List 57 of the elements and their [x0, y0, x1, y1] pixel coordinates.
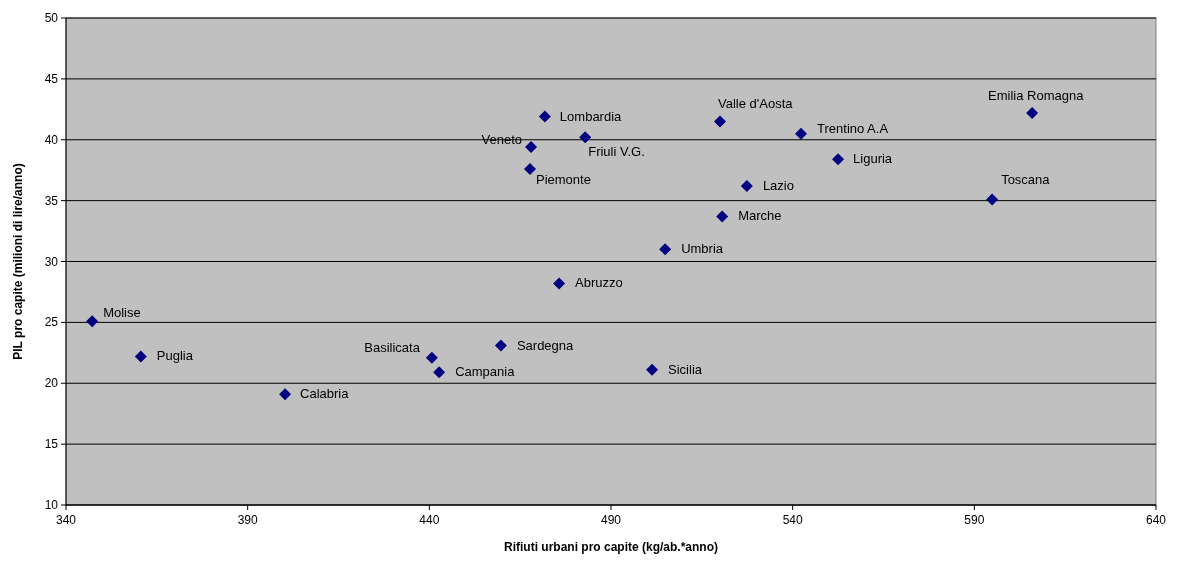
y-axis-title: PIL pro capite (milioni di lire/anno) — [11, 163, 25, 360]
point — [579, 131, 592, 144]
y-tick-label: 35 — [44, 193, 59, 208]
annotation: Piemonte — [535, 171, 591, 187]
annotation: Liguria — [853, 151, 893, 167]
point — [433, 366, 446, 379]
annotation: Marche — [738, 208, 782, 224]
y-tick-label: 20 — [44, 376, 59, 391]
point — [494, 339, 507, 352]
y-tick-label: 40 — [44, 132, 59, 147]
x-tick-label: 390 — [237, 513, 258, 527]
point — [740, 180, 753, 193]
x-tick-label: 440 — [419, 513, 440, 527]
x-tick-label: 340 — [55, 513, 77, 527]
annotation: Emilia Romagna — [988, 87, 1085, 103]
point — [1026, 106, 1039, 119]
annotation: Lombardia — [559, 108, 623, 124]
annotation: Toscana — [1001, 172, 1051, 188]
point — [86, 315, 99, 328]
point — [716, 210, 729, 223]
x-tick-label: 640 — [1145, 513, 1167, 527]
point — [134, 350, 147, 363]
y-tick-label: 30 — [44, 254, 59, 269]
point — [523, 162, 536, 175]
annotation: Trentino A.A — [817, 120, 889, 136]
x-tick-label: 590 — [964, 513, 985, 527]
x-axis-title: Rifiuti urbani pro capite (kg/ab.*anno) — [503, 540, 719, 554]
annotation: Lazio — [762, 178, 794, 194]
annotation: Sardegna — [516, 337, 575, 353]
annotation: Abruzzo — [575, 275, 623, 291]
point — [525, 141, 538, 154]
point — [659, 243, 672, 256]
annotation: Sicilia — [668, 361, 703, 377]
annotation: Calabria — [300, 386, 350, 402]
point — [832, 153, 845, 166]
point — [795, 127, 808, 140]
point — [986, 193, 999, 206]
annotation: Umbria — [681, 241, 724, 257]
x-tick-label: 490 — [600, 513, 622, 527]
annotation: Campania — [455, 364, 516, 380]
point — [714, 115, 726, 128]
annotation: Puglia — [156, 348, 194, 364]
point — [646, 363, 659, 376]
point — [553, 277, 566, 290]
y-tick-label: 25 — [44, 315, 59, 330]
annotation: Molise — [103, 305, 141, 321]
annotation: Basilicata — [364, 339, 421, 355]
annotation: Valle d'Aosta — [718, 96, 794, 112]
point — [538, 110, 551, 123]
annotation: Friuli V.G. — [588, 144, 645, 160]
y-tick-label: 45 — [44, 71, 59, 86]
y-tick-label: 50 — [44, 11, 59, 25]
x-tick-label: 540 — [782, 513, 803, 527]
point — [425, 351, 438, 364]
y-tick-label: 15 — [44, 437, 59, 452]
y-tick-label: 10 — [44, 498, 59, 512]
point — [279, 388, 292, 401]
